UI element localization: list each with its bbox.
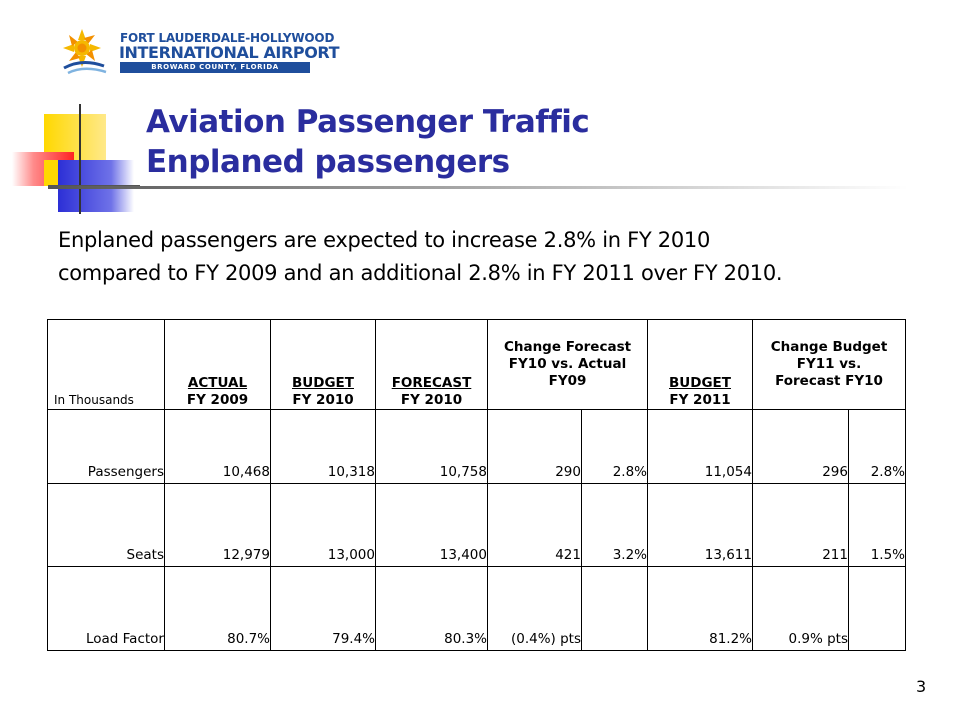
cell-actual: 80.7% bbox=[164, 566, 271, 651]
cell-budget-fy2010: 13,000 bbox=[270, 483, 376, 567]
title-divider bbox=[48, 186, 908, 189]
header-change-budget: Change Budget FY11 vs. Forecast FY10 bbox=[752, 319, 906, 410]
title-line2: Enplaned passengers bbox=[146, 144, 510, 180]
header-change-forecast: Change Forecast FY10 vs. Actual FY09 bbox=[487, 319, 648, 410]
cell-change-forecast: 421 bbox=[487, 483, 582, 567]
cell-change-budget: 211 bbox=[752, 483, 849, 567]
cell-actual: 12,979 bbox=[164, 483, 271, 567]
cell-change-budget: 0.9% pts bbox=[752, 566, 849, 651]
decorative-squares bbox=[12, 104, 140, 214]
cell-change-forecast-pct: 2.8% bbox=[581, 409, 648, 484]
row-label: Seats bbox=[47, 483, 165, 567]
cell-forecast: 13,400 bbox=[375, 483, 488, 567]
table-row: Passengers 10,468 10,318 10,758 290 2.8%… bbox=[47, 409, 906, 484]
row-label: Passengers bbox=[47, 409, 165, 484]
summary-line1: Enplaned passengers are expected to incr… bbox=[58, 228, 711, 252]
summary-text: Enplaned passengers are expected to incr… bbox=[58, 224, 928, 290]
cell-change-forecast: (0.4%) pts bbox=[487, 566, 582, 651]
unit-label: In Thousands bbox=[47, 319, 165, 410]
cell-actual: 10,468 bbox=[164, 409, 271, 484]
header-actual-fy2009: ACTUAL FY 2009 bbox=[164, 319, 271, 410]
logo-text-line2: INTERNATIONAL AIRPORT bbox=[119, 43, 340, 62]
header-budget-fy2011: BUDGET FY 2011 bbox=[647, 319, 753, 410]
cell-forecast: 80.3% bbox=[375, 566, 488, 651]
cell-change-budget: 296 bbox=[752, 409, 849, 484]
cell-change-budget-pct: 2.8% bbox=[848, 409, 906, 484]
cell-change-forecast: 290 bbox=[487, 409, 582, 484]
header-budget-fy2010: BUDGET FY 2010 bbox=[270, 319, 376, 410]
cell-forecast: 10,758 bbox=[375, 409, 488, 484]
logo-bar bbox=[120, 62, 310, 73]
passenger-traffic-table: In Thousands ACTUAL FY 2009 BUDGET FY 20… bbox=[47, 319, 906, 651]
cell-change-forecast-pct: 3.2% bbox=[581, 483, 648, 567]
page-number: 3 bbox=[916, 677, 927, 696]
table-row: Seats 12,979 13,000 13,400 421 3.2% 13,6… bbox=[47, 483, 906, 567]
row-label: Load Factor bbox=[47, 566, 165, 651]
table-header-row: In Thousands ACTUAL FY 2009 BUDGET FY 20… bbox=[47, 319, 906, 410]
title-line1: Aviation Passenger Traffic bbox=[146, 104, 590, 140]
summary-line2: compared to FY 2009 and an additional 2.… bbox=[58, 261, 783, 285]
header-forecast-fy2010: FORECAST FY 2010 bbox=[375, 319, 488, 410]
cell-budget-fy2010: 79.4% bbox=[270, 566, 376, 651]
cell-budget-fy2011: 11,054 bbox=[647, 409, 753, 484]
slide-title: Aviation Passenger Traffic Enplaned pass… bbox=[146, 102, 590, 182]
logo-text-line3: BROWARD COUNTY, FLORIDA bbox=[151, 63, 279, 71]
cell-budget-fy2010: 10,318 bbox=[270, 409, 376, 484]
cell-budget-fy2011: 13,611 bbox=[647, 483, 753, 567]
cell-change-forecast-pct bbox=[581, 566, 648, 651]
table-row: Load Factor 80.7% 79.4% 80.3% (0.4%) pts… bbox=[47, 566, 906, 651]
airport-logo: FORT LAUDERDALE-HOLLYWOOD INTERNATIONAL … bbox=[62, 28, 340, 76]
cell-budget-fy2011: 81.2% bbox=[647, 566, 753, 651]
cell-change-budget-pct: 1.5% bbox=[848, 483, 906, 567]
cell-change-budget-pct bbox=[848, 566, 906, 651]
logo-text-line1: FORT LAUDERDALE-HOLLYWOOD bbox=[120, 31, 335, 45]
sun-icon bbox=[63, 29, 107, 75]
